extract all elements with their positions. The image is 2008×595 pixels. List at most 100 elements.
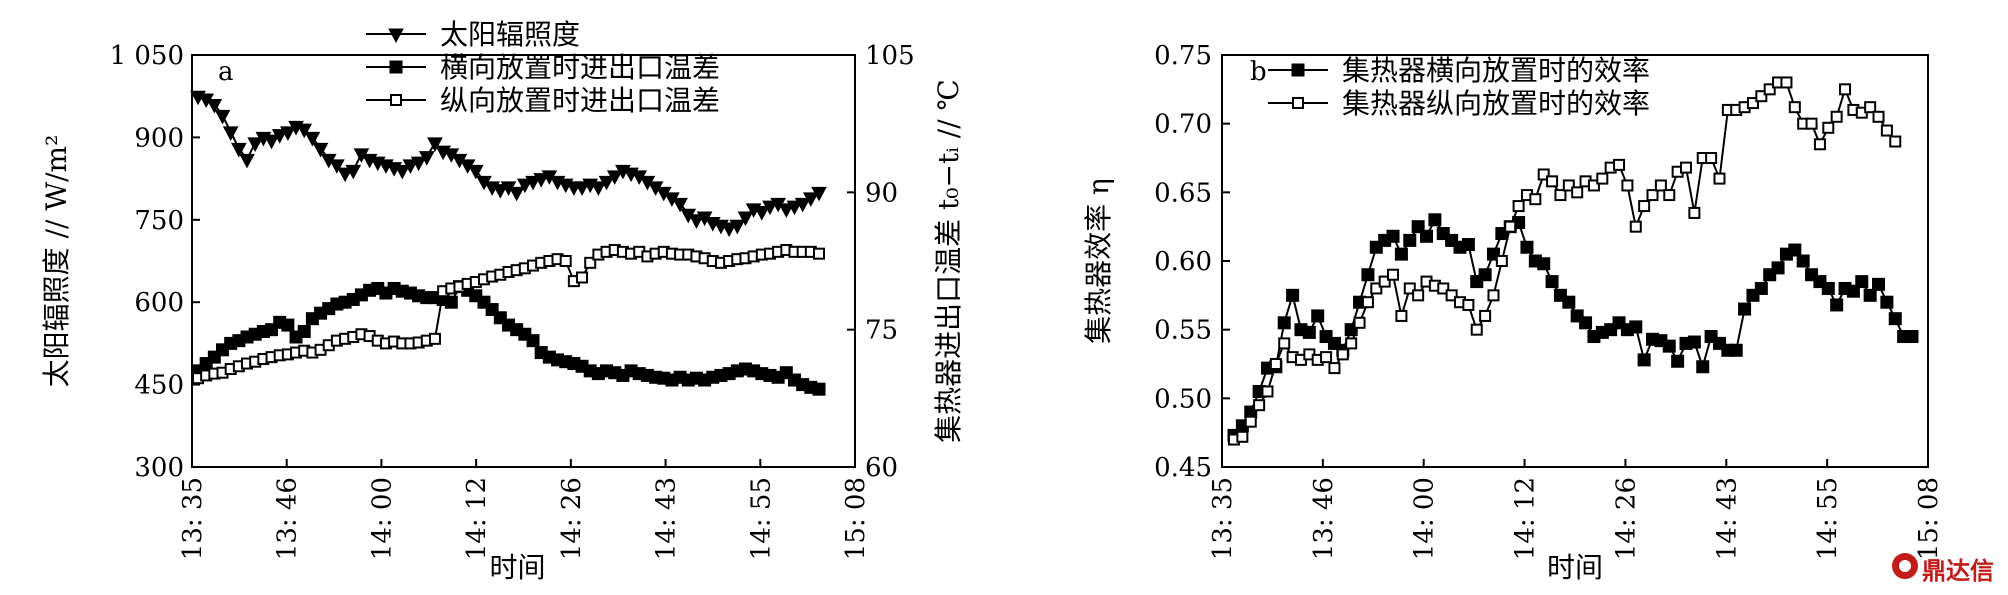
panel-a-x-tick-label-0: 13: 35 (178, 477, 208, 560)
data-point-sa2-76 (813, 247, 825, 260)
panel-b-x-tick-label-5: 14: 43 (1712, 477, 1742, 560)
panel-a-y-tick-label-right-1: 75 (865, 316, 898, 346)
data-point-sb0-53 (1671, 354, 1685, 368)
data-point-sb1-37 (1537, 168, 1550, 181)
data-point-sb0-42 (1579, 316, 1593, 330)
data-point-sb0-6 (1277, 316, 1291, 330)
series-line-b1 (1233, 81, 1897, 441)
panel-a-y-tick-label-left-5: 1 050 (110, 41, 184, 71)
panel-a-y-tick-label-left-0: 300 (134, 453, 184, 483)
data-point-sb1-28 (1462, 298, 1475, 311)
data-point-sa0-5 (231, 142, 247, 158)
data-point-sb1-19 (1387, 268, 1400, 281)
data-point-sb1-31 (1487, 289, 1500, 302)
data-point-sa0-50 (598, 175, 615, 191)
data-point-sb1-22 (1412, 289, 1425, 302)
data-point-sa1-31 (444, 295, 458, 309)
panel-b-y-tick-label-0: 0.45 (1154, 453, 1212, 483)
dingdaxin-logo-icon (1892, 553, 1918, 579)
panel-b-y-tick-label-2: 0.55 (1154, 316, 1212, 346)
panel-b-legend-label-0: 集热器横向放置时的效率 (1342, 54, 1650, 87)
data-point-sa0-11 (280, 126, 296, 141)
data-point-sa2-29 (428, 332, 441, 345)
data-point-sb1-29 (1470, 323, 1483, 336)
panel-b-x-tick-label-6: 14: 55 (1813, 477, 1843, 560)
panel-a-legend-label-0: 太阳辐照度 (440, 18, 580, 51)
data-point-sb1-39 (1554, 189, 1567, 202)
data-point-sb1-14 (1345, 337, 1358, 350)
data-point-sb1-69 (1805, 117, 1818, 130)
data-point-sa0-75 (802, 192, 819, 207)
data-point-sb0-24 (1428, 213, 1442, 227)
panel-a-legend-label-2: 纵向放置时进出口温差 (440, 84, 720, 117)
panel-a-x-tick-label-1: 13: 46 (273, 477, 303, 560)
data-point-sb0-75 (1855, 275, 1869, 289)
panel-a-x-tick-label-2: 14: 00 (367, 477, 397, 560)
data-point-sb0-76 (1863, 288, 1877, 302)
data-point-sb1-18 (1378, 275, 1391, 288)
data-point-sa0-6 (239, 153, 255, 169)
panel-b: b 0.45 0.50 0.55 0.60 0.65 0.70 0.75 13: 35 13: 4… (1082, 41, 1944, 584)
panel-a-y-tick-label-left-4: 900 (134, 123, 184, 153)
data-point-sb0-22 (1411, 220, 1425, 234)
data-point-sb1-63 (1755, 90, 1768, 103)
data-point-sa1-11 (281, 318, 295, 332)
data-point-sa2-47 (576, 271, 589, 284)
data-point-sa0-39 (508, 186, 525, 202)
data-point-sa0-34 (467, 164, 484, 180)
data-point-sa2-45 (559, 255, 572, 267)
data-point-sb1-15 (1353, 316, 1366, 329)
panel-a-y-tick-label-right-0: 60 (865, 453, 898, 483)
data-point-sb1-30 (1479, 309, 1492, 322)
data-point-sa0-61 (688, 214, 705, 229)
data-point-sb1-66 (1780, 76, 1793, 89)
data-point-sb0-35 (1520, 240, 1534, 254)
data-point-sb1-13 (1336, 348, 1349, 361)
data-point-sa0-70 (762, 200, 778, 216)
data-point-sa0-28 (418, 151, 435, 166)
data-point-sa2-48 (584, 256, 597, 269)
data-point-sb1-77 (1872, 110, 1885, 123)
data-point-sb0-60 (1729, 343, 1743, 357)
data-point-sb1-51 (1654, 179, 1667, 192)
data-point-sa0-2 (206, 98, 223, 114)
data-point-sb1-52 (1663, 189, 1676, 202)
data-point-sb1-12 (1328, 362, 1341, 375)
panel-b-x-tick-label-3: 14: 12 (1511, 477, 1541, 560)
data-point-sa0-37 (492, 184, 509, 199)
data-point-sb1-44 (1596, 172, 1609, 185)
data-point-sb0-65 (1771, 261, 1785, 275)
data-point-sb0-49 (1637, 353, 1651, 367)
panel-b-x-axis-title: 时间 (1547, 551, 1603, 584)
panel-a-x-tick-label-3: 14: 12 (462, 477, 492, 560)
data-point-sb1-55 (1688, 206, 1701, 219)
panel-a-x-axis-title: 时间 (489, 551, 545, 584)
data-point-sb0-19 (1386, 229, 1400, 243)
data-point-sb1-16 (1361, 296, 1374, 309)
data-point-sa0-26 (402, 159, 419, 174)
data-point-sb1-79 (1889, 135, 1902, 148)
panel-a-plot-frame (191, 54, 856, 468)
data-point-sb0-67 (1788, 243, 1802, 257)
panel-b-legend-marker-0 (1291, 63, 1305, 77)
data-point-sa0-14 (304, 131, 321, 147)
data-point-sb1-26 (1445, 289, 1458, 302)
data-point-sb0-20 (1394, 247, 1408, 261)
data-point-sa1-41 (526, 334, 540, 348)
data-point-sb0-61 (1738, 302, 1752, 316)
series-line-b0 (1233, 217, 1912, 437)
panel-a-legend-marker-0 (388, 28, 404, 44)
data-point-sb0-28 (1461, 238, 1475, 252)
data-point-sa0-40 (517, 178, 533, 194)
data-point-sb1-5 (1269, 358, 1282, 370)
panel-a-y-tick-label-right-3: 105 (865, 41, 915, 71)
panel-b-x-tick-label-0: 13: 35 (1208, 477, 1238, 560)
data-point-sa0-29 (427, 137, 443, 152)
panel-a-x-tick-label-5: 14: 43 (652, 477, 682, 560)
data-point-sb1-46 (1613, 158, 1626, 171)
data-point-sa0-47 (574, 181, 590, 196)
data-point-sb1-2 (1244, 415, 1257, 428)
panel-a-y-axis-title-left: 太阳辐照度 // W/m² (40, 135, 73, 388)
data-point-sa0-19 (345, 164, 362, 180)
data-point-sb1-43 (1587, 179, 1600, 192)
